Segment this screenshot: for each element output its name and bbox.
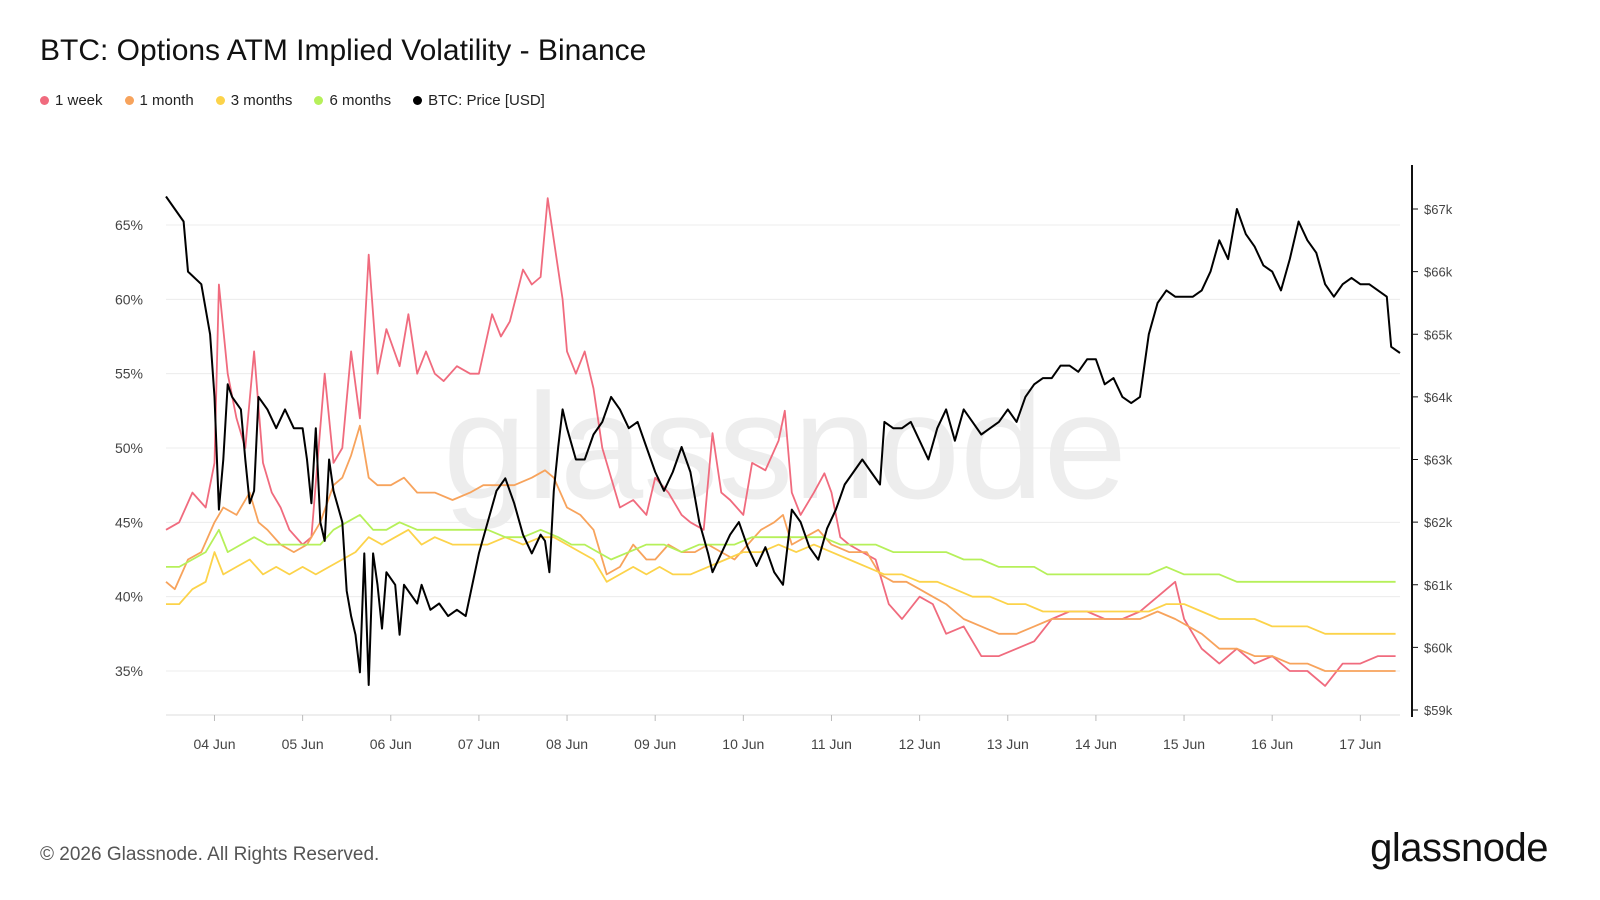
series-line-1-month xyxy=(165,424,1396,672)
x-tick-label: 12 Jun xyxy=(899,736,941,752)
legend-label: BTC: Price [USD] xyxy=(428,92,545,109)
y-left-tick-label: 50% xyxy=(115,440,143,456)
y-left-tick-label: 65% xyxy=(115,217,143,233)
y-right-tick-label: $67k xyxy=(1424,202,1453,217)
y-right-tick-label: $60k xyxy=(1424,640,1453,655)
x-tick-label: 09 Jun xyxy=(634,736,676,752)
x-tick-label: 06 Jun xyxy=(370,736,412,752)
legend-label: 1 week xyxy=(55,92,103,109)
y-left-tick-label: 55% xyxy=(115,366,143,382)
legend-dot-icon xyxy=(413,96,423,105)
y-right-tick-label: $64k xyxy=(1424,390,1453,405)
x-tick-label: 15 Jun xyxy=(1163,736,1205,752)
x-tick-label: 10 Jun xyxy=(722,736,764,752)
legend-label: 6 months xyxy=(329,92,392,109)
y-left-tick-label: 35% xyxy=(115,663,143,679)
series-line-btc-price-usd xyxy=(165,195,1401,686)
y-right-tick-label: $66k xyxy=(1424,265,1453,280)
legend-label: 3 months xyxy=(230,92,293,109)
legend-item[interactable]: BTC: Price [USD] xyxy=(413,92,545,109)
y-right-tick-label: $63k xyxy=(1424,453,1453,468)
y-right-tick-label: $59k xyxy=(1424,703,1453,718)
x-tick-label: 07 Jun xyxy=(458,736,500,752)
x-tick-label: 08 Jun xyxy=(546,736,588,752)
legend-dot-icon xyxy=(40,96,49,105)
legend-dot-icon xyxy=(314,96,324,105)
legend-item[interactable]: 1 month xyxy=(124,92,194,109)
legend-item[interactable]: 1 week xyxy=(40,92,103,109)
watermark-text: glassnode xyxy=(443,362,1127,530)
x-tick-label: 16 Jun xyxy=(1251,736,1293,752)
y-left-tick-label: 40% xyxy=(115,589,143,605)
footer-copyright: © 2026 Glassnode. All Rights Reserved. xyxy=(40,844,380,865)
chart-title: BTC: Options ATM Implied Volatility - Bi… xyxy=(40,34,647,67)
brand-logo: glassnode xyxy=(1370,826,1548,870)
legend: 1 week 1 month 3 months 6 months BTC: Price … xyxy=(40,92,545,109)
legend-dot-icon xyxy=(215,96,225,105)
legend-dot-icon xyxy=(124,96,134,105)
y-right-tick-label: $65k xyxy=(1424,327,1453,342)
x-tick-label: 13 Jun xyxy=(987,736,1029,752)
x-tick-label: 17 Jun xyxy=(1339,736,1381,752)
x-tick-label: 05 Jun xyxy=(282,736,324,752)
y-left-tick-label: 45% xyxy=(115,514,143,530)
y-left-tick-label: 60% xyxy=(115,291,143,307)
x-tick-label: 11 Jun xyxy=(811,736,852,752)
x-tick-label: 14 Jun xyxy=(1075,736,1117,752)
series-line-6-months xyxy=(166,514,1396,583)
y-right-tick-label: $62k xyxy=(1424,515,1453,530)
x-tick-label: 04 Jun xyxy=(193,736,235,752)
y-right-tick-label: $61k xyxy=(1424,578,1453,593)
series-line-3-months xyxy=(166,528,1396,635)
legend-item[interactable]: 3 months xyxy=(215,92,293,109)
legend-item[interactable]: 6 months xyxy=(314,92,391,109)
legend-label: 1 month xyxy=(139,92,194,109)
